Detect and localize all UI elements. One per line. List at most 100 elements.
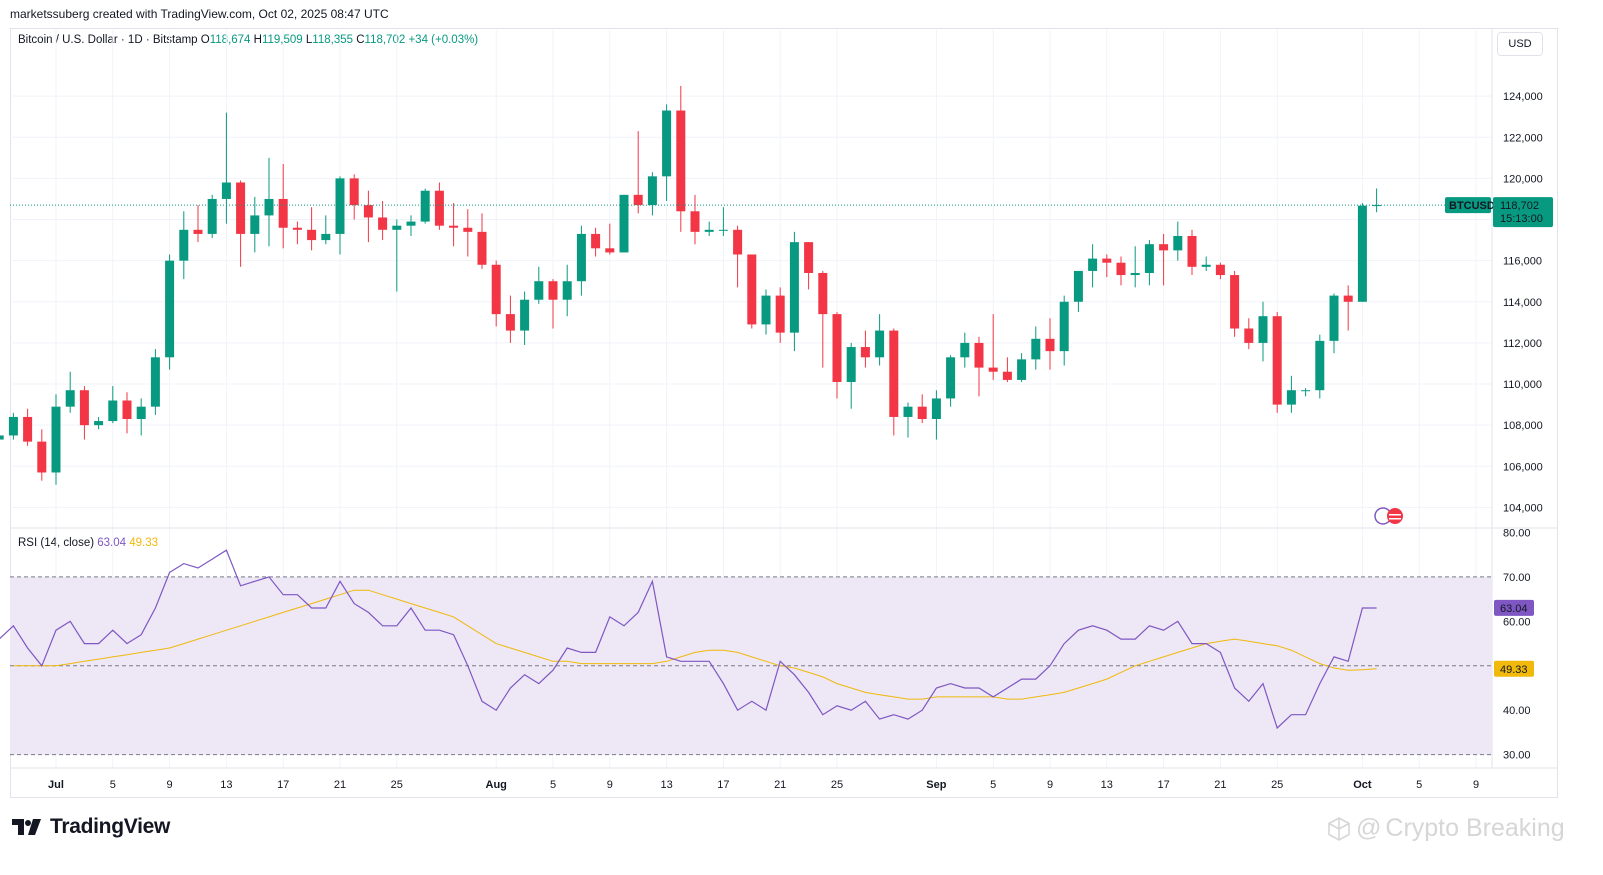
- candle-body: [392, 225, 402, 230]
- candle-body: [1301, 390, 1311, 392]
- time-axis-tick: 17: [277, 779, 289, 791]
- candle-body: [747, 254, 757, 325]
- rsi-line: [0, 549, 1377, 730]
- rsi-axis-tick: 30.00: [1503, 750, 1531, 762]
- candle-body: [193, 229, 203, 234]
- candle-body: [647, 176, 657, 206]
- tradingview-logo[interactable]: TradingView: [12, 815, 170, 839]
- rsi-ma-line: [13, 589, 1377, 700]
- candle-body: [1244, 328, 1254, 343]
- open-value: 118,674: [209, 34, 251, 46]
- time-axis-tick: 25: [831, 779, 843, 791]
- time-axis-tick: 5: [110, 779, 116, 791]
- candle-body: [406, 221, 416, 226]
- candle-body: [974, 342, 984, 368]
- candle-body: [108, 400, 118, 422]
- candle-body: [832, 314, 842, 382]
- candle-body: [562, 281, 572, 300]
- candle-body: [591, 233, 601, 249]
- candle-body: [520, 299, 530, 331]
- symbol-tag-text: BTCUSD: [1449, 200, 1495, 212]
- time-axis-tick: 5: [1416, 779, 1422, 791]
- candle-body: [1372, 205, 1382, 207]
- time-axis-tick: 9: [607, 779, 613, 791]
- candle-body: [150, 357, 160, 407]
- symbol-label: Bitcoin / U.S. Dollar · 1D · Bitstamp: [18, 34, 198, 46]
- time-axis-tick: Aug: [486, 779, 507, 791]
- candle-body: [534, 281, 544, 300]
- us-flag-stripe: [1389, 518, 1401, 520]
- candle-body: [917, 406, 927, 420]
- time-axis-tick: 13: [660, 779, 672, 791]
- candle-body: [321, 233, 331, 241]
- change-value: +34 (+0.03%): [408, 34, 479, 46]
- time-axis-tick: 25: [391, 779, 403, 791]
- candle-body: [1130, 272, 1140, 276]
- candle-body: [1201, 264, 1211, 267]
- candle-body: [65, 390, 75, 407]
- currency-button[interactable]: USD: [1497, 32, 1543, 56]
- price-axis-tick: 104,000: [1503, 502, 1543, 514]
- candle-body: [1116, 262, 1126, 276]
- candle-body: [704, 229, 714, 232]
- low-value: 118,355: [312, 34, 354, 46]
- rsi-value-tag-bg: [1494, 599, 1534, 616]
- candle-body: [931, 398, 941, 420]
- candle-body: [619, 194, 629, 253]
- watermark: @ Crypto Breaking: [1326, 814, 1565, 843]
- price-axis-tick: 110,000: [1503, 379, 1542, 391]
- candle-body: [676, 110, 686, 212]
- high-value: 119,509: [261, 34, 303, 46]
- watermark-text: Crypto Breaking: [1385, 814, 1565, 842]
- candle-body: [221, 182, 231, 199]
- time-axis-tick: 13: [220, 779, 232, 791]
- candle-body: [761, 295, 771, 325]
- time-axis-tick: Jul: [48, 779, 64, 791]
- time-axis-tick: 17: [717, 779, 729, 791]
- symbol-tag-bg: [1445, 197, 1491, 214]
- rsi-ma-tag-text: 49.33: [1500, 664, 1528, 676]
- candle-body: [1017, 359, 1027, 380]
- candle-body: [733, 229, 743, 255]
- candle-body: [960, 342, 970, 358]
- close-label: C: [356, 34, 365, 46]
- candle-body: [889, 330, 899, 417]
- candle-body: [846, 347, 856, 382]
- rsi-ma-tag-bg: [1494, 660, 1534, 677]
- candle-body: [1045, 338, 1055, 352]
- price-axis-tick: 116,000: [1503, 256, 1542, 268]
- time-axis-tick: 5: [990, 779, 996, 791]
- candle-body: [335, 178, 345, 234]
- rsi-value-tag-text: 63.04: [1500, 603, 1528, 615]
- candle-body: [0, 435, 4, 440]
- candle-body: [789, 242, 799, 333]
- candle-body: [51, 406, 61, 473]
- candle-body: [1144, 244, 1154, 273]
- rsi-axis-tick: 80.00: [1503, 527, 1531, 539]
- candle-body: [548, 281, 558, 300]
- candle-body: [292, 227, 302, 230]
- candle-body: [477, 231, 487, 265]
- candle-body: [37, 441, 47, 473]
- time-axis-tick: 21: [1214, 779, 1226, 791]
- candle-body: [605, 248, 615, 253]
- candle-body: [1187, 235, 1197, 267]
- candle-body: [804, 242, 814, 273]
- candle-body: [690, 211, 700, 232]
- candle-body: [1073, 270, 1083, 302]
- price-axis-tick: 106,000: [1503, 461, 1543, 473]
- candle-body: [179, 229, 189, 261]
- low-label: L: [305, 34, 313, 46]
- close-value: 118,702: [364, 34, 406, 46]
- us-flag-icon: [1387, 508, 1403, 524]
- price-tag-text: 118,702: [1500, 200, 1539, 212]
- candle-body: [1258, 316, 1268, 343]
- rsi-axis-tick: 40.00: [1503, 705, 1531, 717]
- time-axis-tick: 5: [550, 779, 556, 791]
- candle-body: [860, 347, 870, 358]
- time-axis-tick: 9: [1473, 779, 1479, 791]
- candle-body: [1329, 295, 1339, 341]
- candle-body: [250, 215, 260, 234]
- time-axis-tick: 9: [1047, 779, 1053, 791]
